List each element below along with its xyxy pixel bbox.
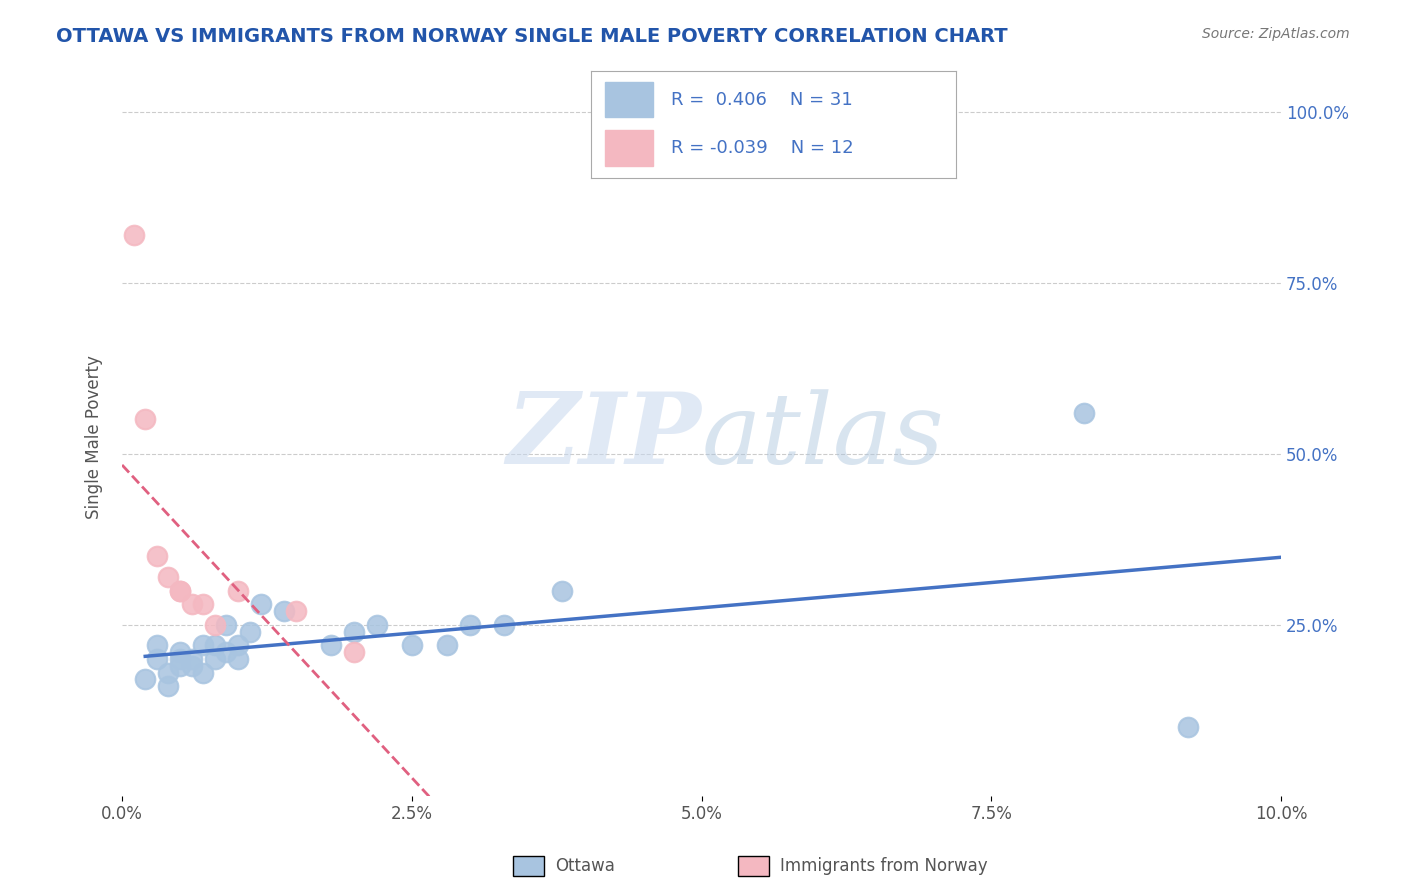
Point bbox=[551, 583, 574, 598]
Point bbox=[193, 597, 215, 611]
Point bbox=[238, 624, 260, 639]
Point bbox=[273, 604, 295, 618]
Text: Ottawa: Ottawa bbox=[555, 857, 616, 875]
Text: ZIP: ZIP bbox=[506, 388, 702, 485]
Point bbox=[204, 617, 226, 632]
Point bbox=[180, 652, 202, 666]
Point bbox=[157, 665, 180, 680]
Point bbox=[134, 412, 156, 426]
Point bbox=[146, 638, 169, 652]
Point bbox=[458, 617, 481, 632]
Bar bbox=[605, 130, 652, 166]
Point bbox=[226, 652, 249, 666]
Point bbox=[226, 638, 249, 652]
Text: R = -0.039    N = 12: R = -0.039 N = 12 bbox=[671, 139, 853, 157]
Text: atlas: atlas bbox=[702, 389, 945, 484]
Text: OTTAWA VS IMMIGRANTS FROM NORWAY SINGLE MALE POVERTY CORRELATION CHART: OTTAWA VS IMMIGRANTS FROM NORWAY SINGLE … bbox=[56, 27, 1008, 45]
Bar bbox=[605, 82, 652, 118]
Point bbox=[436, 638, 458, 652]
Point bbox=[193, 638, 215, 652]
Point bbox=[366, 617, 388, 632]
Text: Immigrants from Norway: Immigrants from Norway bbox=[780, 857, 988, 875]
Point bbox=[343, 645, 366, 659]
Point bbox=[250, 597, 273, 611]
Point bbox=[169, 583, 191, 598]
Point bbox=[180, 597, 202, 611]
Point bbox=[157, 679, 180, 693]
Point bbox=[157, 570, 180, 584]
Point bbox=[1073, 406, 1095, 420]
Point bbox=[215, 645, 238, 659]
Point bbox=[343, 624, 366, 639]
Point bbox=[180, 658, 202, 673]
Text: R =  0.406    N = 31: R = 0.406 N = 31 bbox=[671, 91, 852, 109]
Point bbox=[1177, 720, 1199, 734]
Point bbox=[284, 604, 307, 618]
Point bbox=[204, 638, 226, 652]
Point bbox=[122, 227, 145, 242]
Point bbox=[319, 638, 342, 652]
Y-axis label: Single Male Poverty: Single Male Poverty bbox=[86, 355, 103, 518]
Text: Source: ZipAtlas.com: Source: ZipAtlas.com bbox=[1202, 27, 1350, 41]
Point bbox=[193, 665, 215, 680]
Point bbox=[215, 617, 238, 632]
Point bbox=[169, 658, 191, 673]
Point bbox=[401, 638, 423, 652]
Point bbox=[134, 673, 156, 687]
Point bbox=[204, 652, 226, 666]
Point bbox=[146, 652, 169, 666]
Point bbox=[226, 583, 249, 598]
Point bbox=[169, 645, 191, 659]
Point bbox=[146, 549, 169, 564]
Point bbox=[169, 652, 191, 666]
Point bbox=[494, 617, 516, 632]
Point bbox=[169, 583, 191, 598]
